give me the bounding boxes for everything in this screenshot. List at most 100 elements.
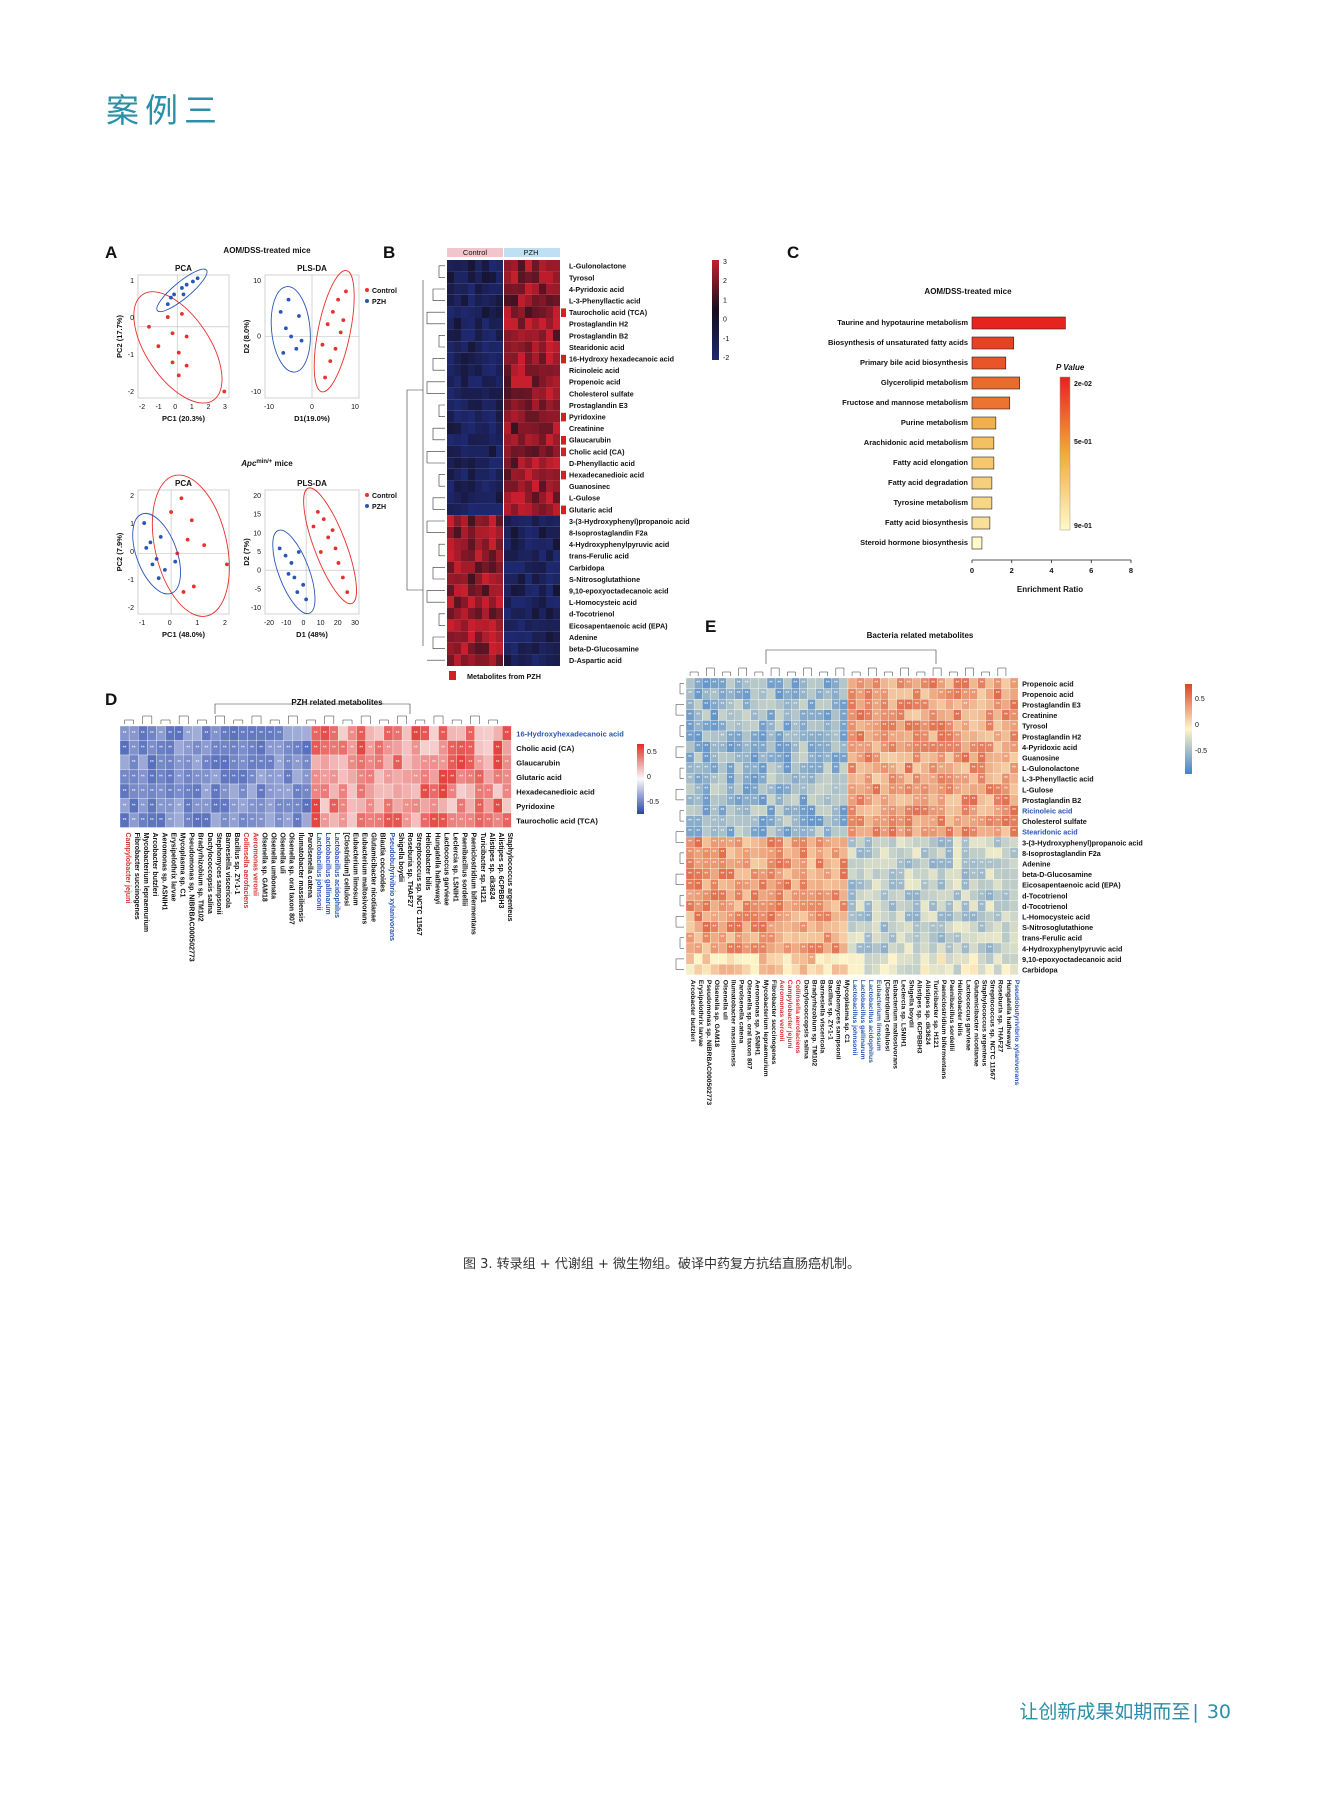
heatmap-b-marker (561, 447, 566, 457)
heatmap-e-sig: ** (801, 787, 805, 793)
heatmap-e-sig: ** (915, 787, 919, 793)
heatmap-e-sig: ** (688, 871, 692, 877)
heatmap-e-sig: ** (980, 903, 984, 909)
heatmap-e-cell (758, 677, 768, 689)
heatmap-e-column-label: Stephomyces sampsonii (835, 980, 842, 1060)
heatmap-b-cell (525, 468, 532, 481)
heatmap-e-sig: ** (891, 776, 895, 782)
heatmap-d-sig: ** (323, 731, 327, 737)
heatmap-b-cell (525, 561, 532, 574)
heatmap-d-sig: ** (477, 760, 481, 766)
heatmap-d-sig: ** (223, 803, 227, 809)
heatmap-d-sig: ** (314, 818, 318, 824)
heatmap-e-sig: ** (810, 893, 814, 899)
heatmap-b-cell (447, 283, 454, 295)
heatmap-b-cell (504, 526, 511, 539)
scatter-point-control-2-4 (202, 543, 207, 548)
heatmap-e-cell (702, 709, 711, 721)
heatmap-d-sig: ** (232, 803, 236, 809)
heatmap-e-cell (920, 858, 930, 869)
scatter-ellipse-control-1 (313, 269, 355, 393)
heatmap-e-cell (791, 953, 800, 965)
heatmap-b-cell (518, 294, 525, 307)
heatmap-b-cell (496, 341, 503, 353)
heatmap-b-cell (468, 306, 475, 318)
heatmap-b-cell (454, 294, 461, 307)
heatmap-e-sig: ** (729, 744, 733, 750)
heatmap-d-cell (483, 769, 494, 785)
heatmap-e-sig: ** (842, 702, 846, 708)
heatmap-e-sig: ** (810, 903, 814, 909)
heatmap-b-row-label: Propenoic acid (569, 378, 621, 387)
heatmap-d-sig: ** (232, 774, 236, 780)
heatmap-e-sig: ** (785, 723, 789, 729)
heatmap-e-sig: ** (810, 808, 814, 814)
heatmap-b-dendrogram (426, 381, 445, 394)
heatmap-d-column-label: Fibrobacter succinogenes (133, 833, 140, 920)
heatmap-e-sig: ** (939, 765, 943, 771)
heatmap-e-cell (896, 762, 905, 774)
heatmap-b-cell (518, 352, 525, 365)
heatmap-e-sig: ** (704, 808, 708, 814)
scatter-point-pzh-0-0 (165, 302, 170, 307)
heatmap-b-cell (489, 434, 496, 446)
heatmap-d-sig: ** (177, 789, 181, 795)
heatmap-e-sig: ** (882, 808, 886, 814)
heatmap-d-sig: ** (350, 760, 354, 766)
heatmap-e-column-label: Lactococcus garvieae (964, 980, 971, 1051)
heatmap-e-sig: ** (801, 946, 805, 952)
heatmap-b-cell (511, 654, 518, 666)
heatmap-b-cell (532, 445, 539, 458)
heatmap-e-sig: ** (753, 765, 757, 771)
heatmap-b-cell (539, 283, 546, 295)
heatmap-e-sig: ** (785, 765, 789, 771)
heatmap-b-cell (525, 642, 532, 655)
scatter-xtick-3: -20 (264, 620, 274, 627)
heatmap-b-cell (468, 573, 475, 585)
heatmap-b-cell (518, 538, 525, 550)
heatmap-b-cell (525, 283, 532, 295)
heatmap-e-sig: ** (874, 755, 878, 761)
heatmap-e-sig: ** (712, 840, 716, 846)
heatmap-d-column-label: Parolsenella catena (306, 833, 313, 898)
heatmap-b-cell (489, 608, 496, 620)
heatmap-d-sig: ** (286, 803, 290, 809)
heatmap-e-row-label: Propenoic acid (1022, 679, 1074, 688)
heatmap-e-cell (912, 826, 922, 838)
heatmap-d-dendrogram (306, 719, 316, 724)
heatmap-b-cell (447, 422, 454, 434)
heatmap-d-sig: ** (377, 818, 381, 824)
heatmap-e-cell (985, 752, 994, 763)
heatmap-e-sig: ** (737, 681, 741, 687)
heatmap-b-cell (482, 631, 489, 643)
heatmap-e-sig: ** (818, 691, 822, 697)
heatmap-e-sig: ** (777, 681, 781, 687)
heatmap-e-cell (912, 677, 922, 689)
heatmap-e-cell (702, 836, 711, 848)
heatmap-e-sig: ** (907, 787, 911, 793)
heatmap-e-cell (783, 889, 792, 901)
heatmap-e-cell (896, 964, 905, 975)
heatmap-d-sig: ** (368, 818, 372, 824)
heatmap-d-sig: ** (450, 760, 454, 766)
heatmap-b-cell (511, 584, 518, 597)
heatmap-d-sig: ** (204, 803, 208, 809)
heatmap-b-cell (518, 387, 525, 400)
heatmap-e-cell (864, 953, 873, 965)
heatmap-b-cell (525, 294, 532, 307)
heatmap-e-cell (783, 677, 792, 689)
heatmap-e-cell (945, 677, 954, 689)
heatmap-e-cell (734, 964, 743, 975)
heatmap-e-cell (961, 783, 970, 795)
heatmap-e-sig: ** (777, 797, 781, 803)
heatmap-e-sig: ** (704, 924, 708, 930)
heatmap-e-sig: ** (1012, 829, 1016, 835)
heatmap-d-column-label: Stephomyces sampsonii (215, 833, 222, 915)
heatmap-d-cell (347, 783, 357, 799)
heatmap-e-sig: ** (842, 744, 846, 750)
heatmap-e-sig: ** (931, 765, 935, 771)
heatmap-b-cell (525, 306, 532, 318)
heatmap-d-sig: ** (396, 731, 400, 737)
heatmap-b-cell (504, 468, 511, 481)
